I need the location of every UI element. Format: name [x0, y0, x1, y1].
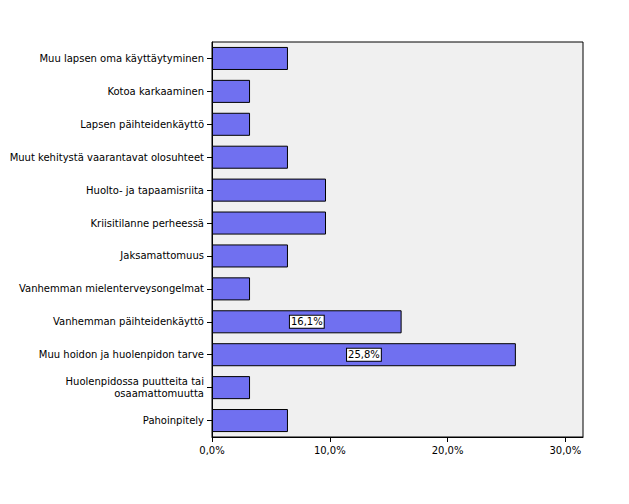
svg-text:16,1%: 16,1% [291, 316, 323, 327]
svg-text:30,0%: 30,0% [549, 445, 581, 456]
svg-text:Huolenpidossa puutteita tai: Huolenpidossa puutteita tai [66, 376, 204, 387]
svg-text:10,0%: 10,0% [314, 445, 346, 456]
svg-text:Kriisitilanne perheessä: Kriisitilanne perheessä [91, 218, 204, 229]
svg-text:20,0%: 20,0% [432, 445, 464, 456]
svg-text:osaamattomuutta: osaamattomuutta [114, 388, 204, 399]
svg-text:Lapsen päihteidenkäyttö: Lapsen päihteidenkäyttö [80, 119, 204, 130]
svg-text:Muu hoidon ja huolenpidon tarv: Muu hoidon ja huolenpidon tarve [39, 349, 204, 360]
svg-text:Muu lapsen oma käyttäytyminen: Muu lapsen oma käyttäytyminen [39, 53, 204, 64]
svg-text:Pahoinpitely: Pahoinpitely [143, 415, 204, 426]
svg-text:Vanhemman mielenterveysongelma: Vanhemman mielenterveysongelmat [19, 283, 204, 294]
svg-text:Muut kehitystä vaarantavat olo: Muut kehitystä vaarantavat olosuhteet [10, 152, 204, 163]
svg-text:Kotoa karkaaminen: Kotoa karkaaminen [107, 86, 204, 97]
svg-text:Vanhemman päihteidenkäyttö: Vanhemman päihteidenkäyttö [53, 316, 204, 327]
svg-text:Huolto- ja tapaamisriita: Huolto- ja tapaamisriita [86, 185, 204, 196]
svg-text:Jaksamattomuus: Jaksamattomuus [119, 250, 204, 261]
svg-text:25,8%: 25,8% [348, 349, 380, 360]
svg-text:0,0%: 0,0% [199, 445, 224, 456]
